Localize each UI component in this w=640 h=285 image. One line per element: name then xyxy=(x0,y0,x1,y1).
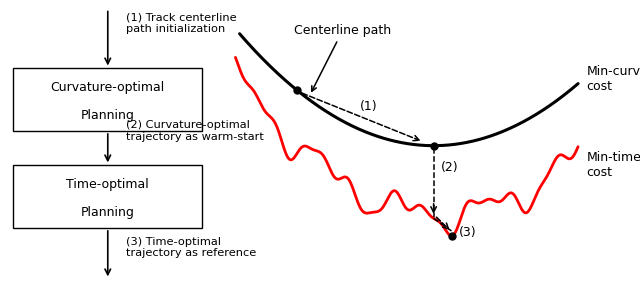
Text: Min-time
cost: Min-time cost xyxy=(586,151,640,179)
Text: Planning: Planning xyxy=(81,109,134,122)
Text: (3): (3) xyxy=(459,226,477,239)
FancyBboxPatch shape xyxy=(13,68,202,131)
Text: (2): (2) xyxy=(441,161,459,174)
Text: Time-optimal: Time-optimal xyxy=(67,178,149,191)
Text: (3) Time-optimal
trajectory as reference: (3) Time-optimal trajectory as reference xyxy=(126,237,257,258)
Text: (2) Curvature-optimal
trajectory as warm-start: (2) Curvature-optimal trajectory as warm… xyxy=(126,120,264,142)
Text: Min-curvature
cost: Min-curvature cost xyxy=(586,65,640,93)
Text: (1): (1) xyxy=(360,100,378,113)
Text: (1) Track centerline
path initialization: (1) Track centerline path initialization xyxy=(126,13,237,34)
FancyBboxPatch shape xyxy=(13,165,202,228)
Text: Curvature-optimal: Curvature-optimal xyxy=(51,81,165,94)
Text: Centerline path: Centerline path xyxy=(294,24,391,91)
Text: Planning: Planning xyxy=(81,206,134,219)
